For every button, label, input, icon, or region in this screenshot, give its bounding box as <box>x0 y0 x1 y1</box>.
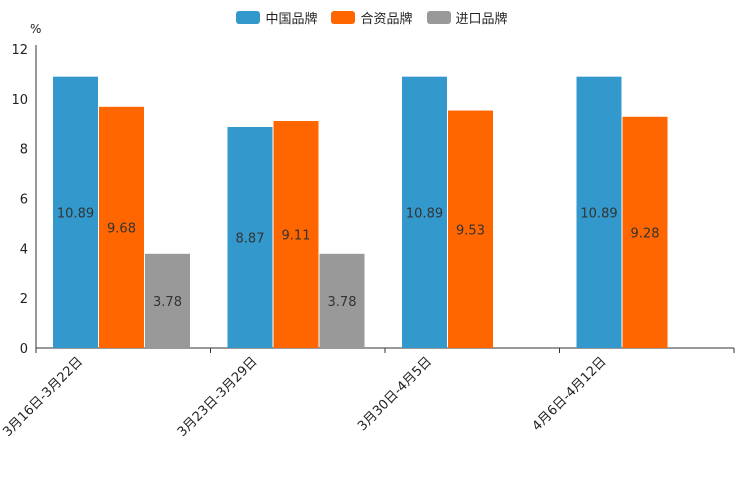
x-tick-label: 3月30日-4月5日 <box>355 354 435 434</box>
bar-series-0-cat-2 <box>402 76 447 348</box>
bar-series-1-cat-3 <box>622 116 668 348</box>
bar-series-1-cat-2 <box>448 110 493 349</box>
data-label: 10.89 <box>57 206 94 221</box>
y-tick-label: 12 <box>11 43 28 58</box>
legend-item-series-1[interactable]: 合资品牌 <box>331 8 413 27</box>
y-axis-unit: % <box>30 22 42 36</box>
y-tick-label: 6 <box>20 193 28 208</box>
legend-swatch-series-0 <box>236 11 261 24</box>
legend-swatch-series-1 <box>331 11 356 24</box>
legend-swatch-series-2 <box>426 11 451 24</box>
legend-label-series-2: 进口品牌 <box>455 12 508 27</box>
y-tick-label: 4 <box>20 242 28 257</box>
bar-series-1-cat-0 <box>99 106 144 348</box>
y-tick-label: 2 <box>20 292 28 307</box>
data-label: 8.87 <box>236 231 265 246</box>
legend: 中国品牌 合资品牌 进口品牌 <box>0 8 744 27</box>
y-tick-label: 0 <box>20 342 28 357</box>
x-tick-label: 3月23日-3月29日 <box>175 354 261 440</box>
data-label: 9.53 <box>456 223 485 238</box>
legend-label-series-1: 合资品牌 <box>360 12 413 27</box>
data-label: 9.28 <box>631 226 660 241</box>
x-tick-label: 4月6日-4月12日 <box>530 354 610 434</box>
data-label: 9.11 <box>282 229 311 244</box>
x-tick-label: 3月16日-3月22日 <box>0 354 86 440</box>
bar-series-0-cat-0 <box>53 76 98 348</box>
y-tick-label: 10 <box>11 93 28 108</box>
data-label: 10.89 <box>406 206 443 221</box>
legend-label-series-0: 中国品牌 <box>265 12 318 27</box>
data-label: 3.78 <box>328 295 357 310</box>
legend-item-series-0[interactable]: 中国品牌 <box>236 8 317 27</box>
data-label: 9.68 <box>107 221 136 236</box>
bar-series-0-cat-3 <box>576 76 622 348</box>
bar-series-1-cat-1 <box>273 121 319 349</box>
legend-item-series-2[interactable]: 进口品牌 <box>426 8 508 27</box>
bar-series-2-cat-1 <box>319 253 365 348</box>
y-tick-label: 8 <box>20 143 28 158</box>
data-label: 10.89 <box>580 206 617 221</box>
bar-series-0-cat-1 <box>227 126 273 348</box>
data-label: 3.78 <box>153 295 182 310</box>
bar-series-2-cat-0 <box>145 253 190 348</box>
